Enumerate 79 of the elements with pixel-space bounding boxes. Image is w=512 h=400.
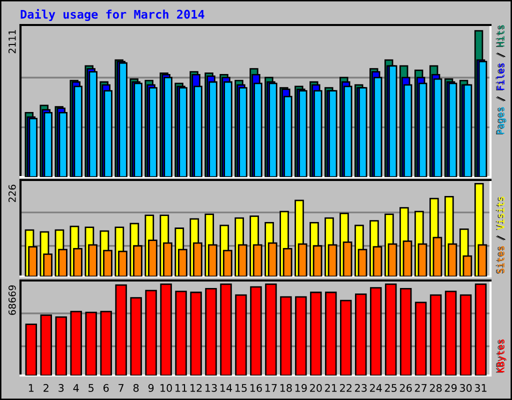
x-tick-label: 3: [58, 384, 64, 392]
bar: [85, 312, 97, 376]
bar: [58, 112, 68, 177]
x-tick-label: 12: [190, 384, 202, 392]
bar: [148, 87, 158, 177]
x-tick-label: 18: [280, 384, 292, 392]
bar: [414, 302, 427, 376]
bar: [74, 86, 82, 177]
x-tick-label: 29: [444, 384, 457, 392]
x-tick-label: 17: [265, 384, 277, 392]
bar: [160, 283, 172, 376]
x-tick-label: 26: [400, 384, 412, 392]
bar: [433, 78, 442, 177]
x-tick-label: 19: [295, 384, 307, 392]
bar: [340, 300, 352, 376]
x-tick-label: 13: [206, 384, 217, 392]
bar: [205, 288, 217, 376]
bar: [400, 288, 412, 376]
bar: [295, 296, 307, 376]
x-tick-label: 5: [88, 384, 94, 392]
bar: [310, 292, 322, 376]
bar: [55, 316, 67, 376]
bar: [474, 283, 487, 376]
bar: [115, 284, 127, 376]
bar: [190, 292, 202, 376]
x-tick-label: 8: [133, 384, 139, 392]
x-tick-label: 6: [103, 384, 109, 392]
x-tick-label: 10: [160, 384, 172, 392]
chart-title: Daily usage for March 2014: [20, 8, 204, 22]
y-axis-title: Pages / Files / Hits: [496, 25, 506, 134]
x-tick-label: 27: [414, 384, 427, 392]
x-tick-label: 22: [340, 384, 352, 392]
x-tick-label: 9: [148, 384, 154, 392]
bar: [70, 310, 82, 376]
x-tick-label: 4: [73, 384, 79, 392]
y-axis-title: KBytes: [496, 340, 506, 373]
x-tick-label: 24: [370, 384, 382, 392]
bar: [354, 294, 367, 376]
bar: [88, 71, 98, 177]
x-tick-label: 2: [44, 384, 48, 392]
bar: [100, 310, 112, 376]
y-axis-title: Sites / Visits: [496, 196, 506, 274]
x-tick-label: 15: [235, 384, 247, 392]
bar: [25, 324, 38, 376]
bar: [44, 112, 52, 177]
bar: [325, 292, 337, 376]
bar: [235, 294, 247, 376]
bar: [384, 283, 397, 376]
bar: [444, 290, 457, 376]
x-tick-label: 14: [220, 384, 232, 392]
x-tick-label: 23: [354, 384, 367, 392]
text: 68669: [8, 285, 16, 315]
x-tick-label: 1: [28, 384, 34, 392]
x-tick-label: 21: [325, 384, 337, 392]
x-tick-label: 11: [176, 384, 187, 392]
x-tick-label: 20: [310, 384, 322, 392]
bar: [220, 283, 232, 376]
bar: [224, 81, 232, 177]
bar: [164, 76, 172, 177]
bar: [175, 290, 187, 376]
bar: [430, 294, 442, 376]
bar: [250, 286, 262, 376]
bar: [145, 290, 157, 376]
text: 226: [8, 184, 16, 202]
x-tick-label: 7: [118, 384, 124, 392]
x-tick-label: 31: [474, 384, 486, 392]
bar: [460, 294, 472, 376]
x-tick-label: 28: [430, 384, 442, 392]
bar: [344, 86, 352, 177]
x-tick-label: 30: [460, 384, 472, 392]
bar: [238, 87, 248, 177]
bar: [280, 296, 292, 376]
x-tick-label: 25: [384, 384, 397, 392]
text: 2111: [8, 30, 16, 54]
bar: [130, 297, 142, 376]
bar: [40, 314, 52, 376]
x-tick-label: 16: [250, 384, 262, 392]
bar: [370, 287, 382, 376]
bar: [265, 283, 277, 376]
